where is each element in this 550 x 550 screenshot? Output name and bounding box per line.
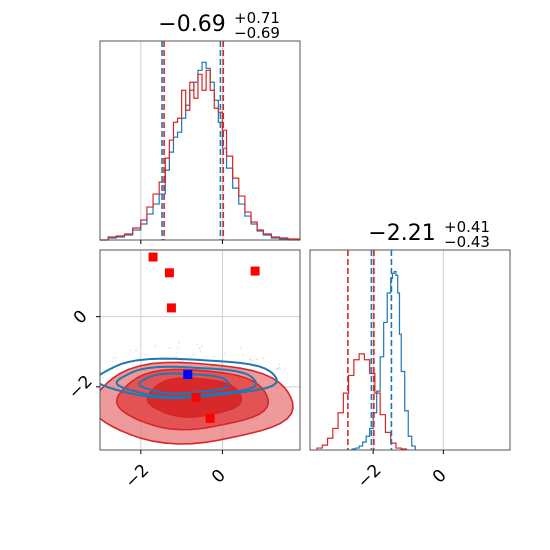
tick-label: −2 — [65, 372, 97, 404]
sample-point — [196, 343, 198, 346]
histogram-steps — [100, 69, 301, 241]
sample-point — [278, 363, 280, 366]
sample-point — [94, 377, 96, 379]
x-ticks: −2 0 — [354, 450, 451, 492]
sample-point — [175, 355, 177, 358]
sample-point — [239, 346, 242, 349]
sample-point — [223, 353, 226, 355]
sample-point — [175, 352, 178, 355]
blue-contour — [100, 357, 278, 400]
sample-point — [255, 358, 258, 361]
axes-frame — [99, 249, 301, 451]
title-lower-error: −0.43 — [444, 233, 490, 251]
blue-contour — [115, 365, 258, 398]
title-lower-error: −0.69 — [234, 24, 280, 42]
panel-title: −0.69 — [158, 12, 225, 37]
red-marker — [166, 303, 176, 313]
sample-point — [101, 376, 104, 379]
y-ticks: −2 0 — [65, 306, 100, 403]
quantile-lines — [347, 250, 393, 450]
sample-point — [249, 359, 251, 361]
sample-point — [95, 400, 97, 402]
title-upper-error: +0.71 — [234, 9, 280, 27]
sample-point — [135, 349, 137, 351]
markers — [148, 252, 260, 423]
sample-point — [88, 403, 90, 405]
red-marker — [250, 266, 260, 276]
red-marker — [148, 252, 158, 262]
red-marker — [191, 392, 201, 402]
histogram-series — [100, 61, 301, 241]
tick-label: −2 — [354, 461, 386, 493]
histogram-steps — [316, 353, 408, 450]
sample-point — [112, 357, 115, 359]
sample-point — [278, 366, 281, 369]
sample-point — [115, 356, 118, 359]
sample-point — [242, 354, 244, 356]
sample-point — [277, 368, 279, 370]
tick-label: 0 — [208, 466, 230, 488]
sample-point — [212, 355, 215, 358]
sample-point — [181, 360, 184, 362]
axes-frame — [309, 249, 511, 451]
sample-point — [192, 354, 195, 356]
sample-point — [178, 341, 180, 344]
sample-point — [129, 349, 131, 352]
marginal-histogram-1: −0.69 +0.71 −0.69 — [99, 9, 301, 244]
panel-title: −2.21 — [368, 221, 435, 246]
marginal-histogram-2: −2 0 −2.21 +0.41 −0.43 — [309, 218, 511, 492]
histogram-series — [316, 270, 416, 450]
histogram-steps — [100, 61, 300, 241]
tick-label: −2 — [121, 461, 153, 493]
sample-point — [168, 347, 171, 349]
title-value: −2.21 — [368, 221, 435, 246]
x-ticks: −2 0 — [121, 450, 230, 493]
sample-point — [252, 359, 254, 362]
title-upper-error: +0.41 — [444, 218, 490, 236]
sample-point — [95, 375, 97, 377]
sample-point — [199, 350, 202, 353]
sample-point — [201, 345, 203, 347]
blue-marker — [183, 370, 193, 380]
axes-frame — [99, 40, 301, 241]
sample-point — [262, 357, 264, 360]
sample-point — [91, 401, 93, 403]
sample-point — [154, 345, 157, 348]
histogram-steps — [351, 270, 416, 450]
x-ticks — [140, 240, 223, 244]
blue-contour — [137, 372, 231, 395]
red-marker — [205, 413, 215, 423]
contours — [88, 341, 294, 445]
tick-label: 0 — [429, 466, 451, 488]
tick-label: 0 — [70, 306, 92, 328]
sample-point — [198, 347, 201, 350]
red-marker — [164, 268, 174, 278]
sample-point — [177, 346, 179, 349]
title-value: −0.69 — [158, 12, 225, 37]
quantile-lines — [161, 41, 225, 240]
joint-scatter-contour: −2 0 −2 0 — [65, 249, 301, 493]
